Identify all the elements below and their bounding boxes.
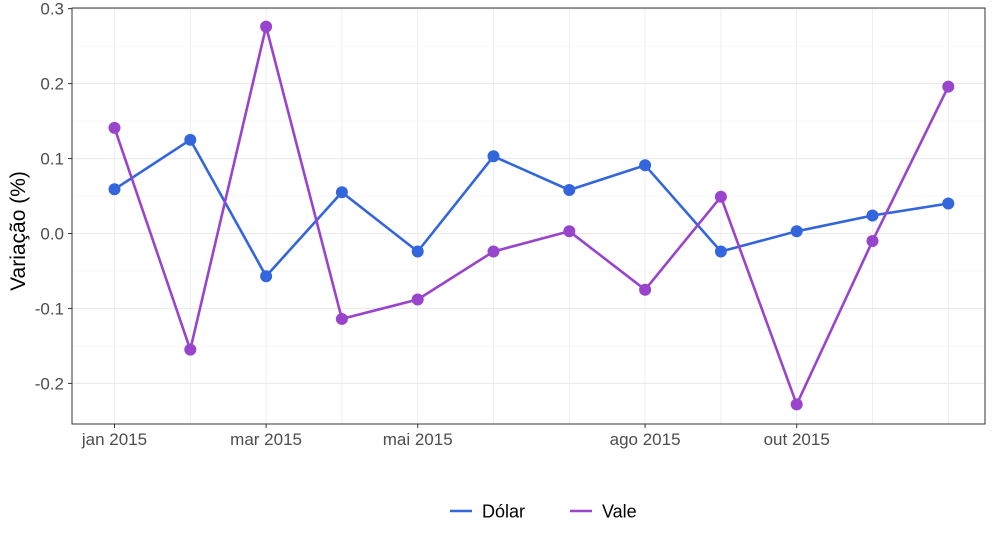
y-tick-label: -0.2 [35,374,64,393]
data-point-vale [108,121,121,134]
series-line-dolar [113,138,949,278]
data-point-vale [335,312,348,325]
data-point-dolar [714,245,727,258]
data-point-dolar [411,245,424,258]
data-point-dolar [942,197,955,210]
y-tick-label: 0.3 [40,0,64,19]
data-point-dolar [487,150,500,163]
data-point-dolar [184,133,197,146]
data-point-vale [487,245,500,258]
data-point-dolar [335,186,348,199]
x-tick-label: mai 2015 [383,430,453,449]
x-tick-label: jan 2015 [81,430,147,449]
legend: Dólar Vale [450,502,637,522]
data-point-dolar [790,225,803,238]
major-gridlines [72,8,985,424]
y-tick-label: -0.1 [35,299,64,318]
y-tick-label: 0.0 [40,225,64,244]
legend-label-dolar: Dólar [482,502,525,522]
data-point-vale [260,20,273,33]
data-point-vale [184,343,197,356]
x-tick-label: out 2015 [764,430,830,449]
data-point-vale [790,398,803,411]
x-axis: jan 2015 mar 2015 mai 2015 ago 2015 out 2015 [81,424,830,449]
data-point-dolar [563,184,576,197]
x-tick-label: ago 2015 [610,430,681,449]
y-tick-label: 0.2 [40,75,64,94]
y-axis-title: Variação (%) [7,171,30,291]
data-point-dolar [108,183,121,196]
data-point-vale [866,234,879,247]
data-point-vale [563,225,576,238]
legend-label-vale: Vale [602,502,637,522]
data-point-vale [714,190,727,203]
data-point-dolar [866,209,879,222]
y-axis: -0.2 -0.1 0.0 0.1 0.2 0.3 [35,0,72,393]
data-point-vale [411,293,424,306]
minor-gridlines [72,45,985,422]
x-tick-label: mar 2015 [230,430,302,449]
plot-panel-border [71,7,986,425]
data-point-dolar [639,159,652,172]
series-line-vale [113,25,950,406]
series-lines [113,25,950,406]
series-points [108,20,955,411]
data-point-vale [639,283,652,296]
y-tick-label: 0.1 [40,150,64,169]
data-point-vale [942,80,955,93]
data-point-dolar [260,270,273,283]
